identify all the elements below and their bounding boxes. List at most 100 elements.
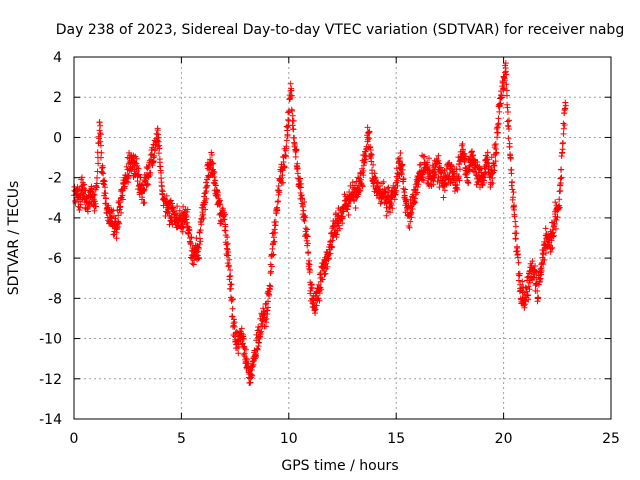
data-point: [396, 155, 403, 162]
data-point: [505, 125, 512, 132]
x-tick-label: 10: [280, 431, 298, 447]
data-point: [556, 204, 563, 211]
data-point: [221, 211, 228, 218]
data-point: [560, 125, 567, 132]
data-point: [560, 120, 567, 127]
data-point: [260, 305, 267, 312]
data-point: [223, 241, 230, 248]
data-point: [227, 266, 234, 273]
data-point: [174, 203, 181, 210]
data-point: [144, 181, 151, 188]
data-point: [412, 199, 419, 206]
data-point: [249, 372, 256, 379]
chart-title: Day 238 of 2023, Sidereal Day-to-day VTE…: [56, 22, 624, 38]
data-point: [263, 315, 270, 322]
data-point: [270, 251, 277, 258]
data-point: [522, 301, 529, 308]
data-point: [495, 121, 502, 128]
data-point: [435, 160, 442, 167]
data-point: [550, 232, 557, 239]
data-point: [284, 133, 291, 140]
data-point: [306, 267, 313, 274]
data-point: [402, 186, 409, 193]
data-point: [375, 179, 382, 186]
data-point: [97, 142, 104, 149]
data-point: [144, 180, 151, 187]
data-point: [505, 117, 512, 124]
data-point: [504, 109, 511, 116]
data-point: [557, 180, 564, 187]
data-point: [484, 149, 491, 156]
data-point: [310, 301, 317, 308]
y-axis-label: SDTVAR / TECUs: [6, 181, 22, 296]
data-point: [193, 235, 200, 242]
data-point: [554, 214, 561, 221]
data-point: [327, 250, 334, 257]
data-point: [125, 179, 132, 186]
data-point: [264, 307, 271, 314]
data-point: [415, 181, 422, 188]
data-point: [302, 214, 309, 221]
data-point: [470, 152, 477, 159]
data-point: [339, 213, 346, 220]
data-point: [465, 180, 472, 187]
data-point: [553, 216, 560, 223]
data-point: [512, 223, 519, 230]
data-point: [230, 316, 237, 323]
data-point: [227, 285, 234, 292]
data-point: [92, 203, 99, 210]
data-point: [333, 231, 340, 238]
data-point: [249, 363, 256, 370]
data-point: [392, 191, 399, 198]
data-point: [240, 344, 247, 351]
data-point: [552, 225, 559, 232]
data-point: [296, 183, 303, 190]
data-point: [548, 237, 555, 244]
data-point: [345, 211, 352, 218]
data-point: [112, 215, 119, 222]
data-point: [126, 172, 133, 179]
data-point: [557, 187, 564, 194]
data-point: [96, 119, 103, 126]
data-point: [176, 207, 183, 214]
data-point: [556, 196, 563, 203]
data-point: [224, 240, 231, 247]
data-point: [210, 160, 217, 167]
data-point: [335, 222, 342, 229]
data-point: [98, 149, 105, 156]
data-point: [281, 164, 288, 171]
data-point: [364, 124, 371, 131]
data-point: [89, 188, 96, 195]
data-point: [509, 186, 516, 193]
data-point: [407, 218, 414, 225]
data-point: [283, 137, 290, 144]
data-point: [345, 200, 352, 207]
data-point: [503, 81, 510, 88]
x-tick-label: 5: [177, 431, 186, 447]
data-point: [527, 279, 534, 286]
data-point: [309, 285, 316, 292]
data-point: [484, 156, 491, 163]
data-point: [290, 117, 297, 124]
data-point: [202, 199, 209, 206]
data-point: [512, 218, 519, 225]
data-point: [524, 274, 531, 281]
data-point: [490, 162, 497, 169]
data-point: [97, 130, 104, 137]
data-point: [316, 290, 323, 297]
x-axis-label: GPS time / hours: [281, 458, 398, 474]
data-point: [269, 230, 276, 237]
data-point: [550, 233, 557, 240]
data-point: [269, 245, 276, 252]
data-point: [159, 188, 166, 195]
data-point: [225, 249, 232, 256]
data-point: [151, 152, 158, 159]
data-point: [421, 153, 428, 160]
data-point: [288, 87, 295, 94]
data-point: [235, 350, 242, 357]
data-point: [501, 77, 508, 84]
data-point: [316, 297, 323, 304]
data-point: [203, 183, 210, 190]
data-point: [446, 176, 453, 183]
